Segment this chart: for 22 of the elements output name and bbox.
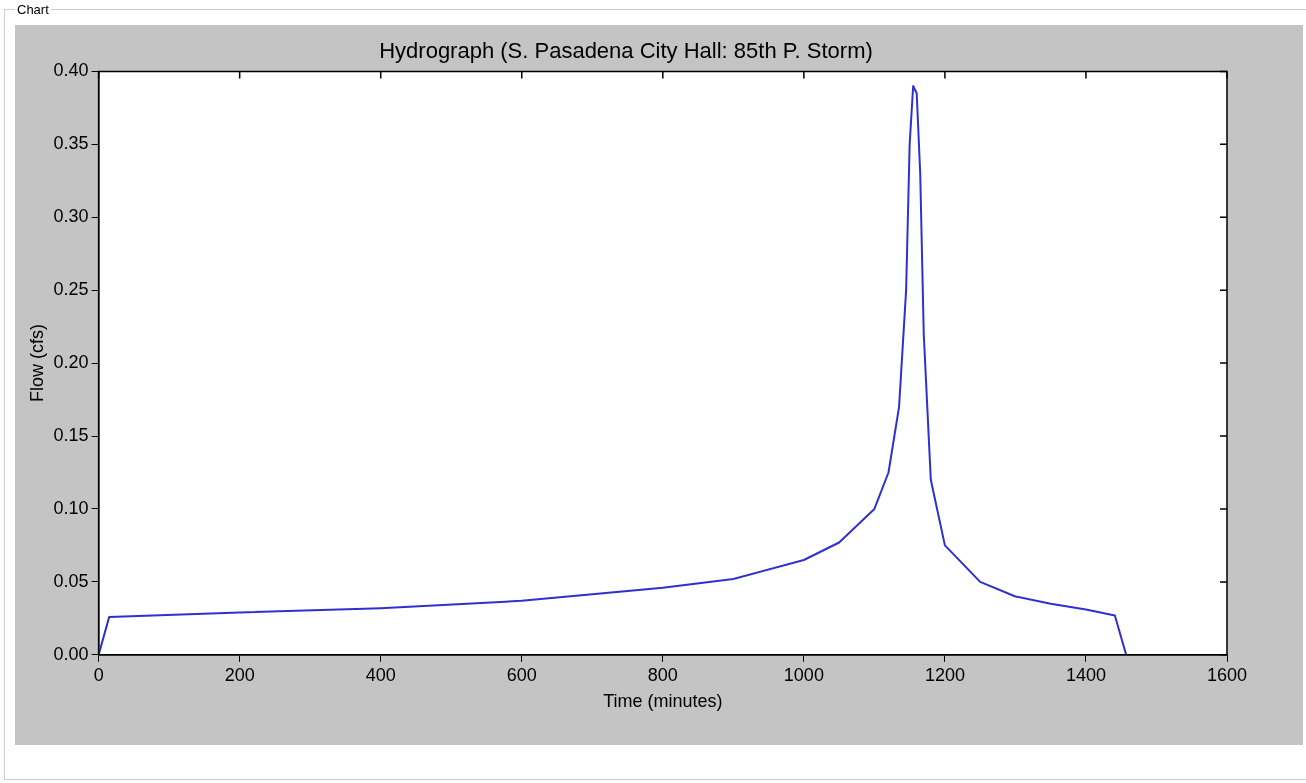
x-tick-label: 1000 [783, 664, 824, 685]
x-tick-label: 1400 [1065, 664, 1106, 685]
y-tick-label: 0.10 [53, 497, 89, 518]
y-axis-title: Flow (cfs) [26, 324, 47, 403]
x-tick-label: 1200 [924, 664, 965, 685]
chart-title: Hydrograph (S. Pasadena City Hall: 85th P. Storm) [379, 38, 873, 64]
x-tick-label: 600 [506, 664, 537, 685]
y-tick-label: 0.35 [53, 133, 89, 154]
y-tick-label: 0.40 [53, 60, 89, 81]
x-axis-title: Time (minutes) [603, 691, 723, 712]
x-tick-label: 800 [647, 664, 678, 685]
x-tick-label: 400 [365, 664, 396, 685]
x-tick-label: 1600 [1206, 664, 1248, 685]
y-tick-label: 0.30 [53, 206, 89, 227]
x-tick-label: 0 [93, 664, 104, 685]
y-tick-label: 0.05 [53, 570, 89, 591]
text: Chart [16, 2, 50, 17]
y-tick-label: 0.00 [53, 643, 89, 664]
x-tick-label: 200 [224, 664, 255, 685]
y-tick-label: 0.20 [53, 352, 89, 373]
y-tick-label: 0.25 [53, 279, 89, 300]
y-tick-label: 0.15 [53, 424, 89, 445]
